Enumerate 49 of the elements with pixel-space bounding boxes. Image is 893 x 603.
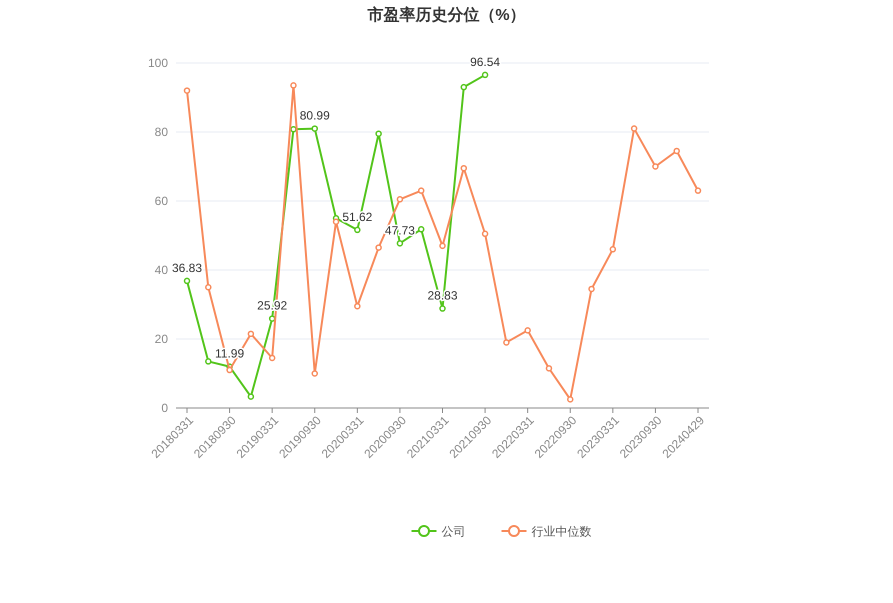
- y-tick-label: 80: [154, 125, 168, 139]
- point: [503, 339, 510, 346]
- point: [418, 187, 424, 194]
- point: [630, 125, 638, 132]
- y-tick-label: 0: [161, 401, 168, 415]
- point: [268, 315, 276, 322]
- point: [205, 358, 212, 365]
- chart-title: 市盈率历史分位（%）: [366, 5, 526, 24]
- point: [184, 87, 190, 94]
- point: [524, 327, 531, 334]
- point: [567, 396, 574, 403]
- y-tick-label: 100: [148, 56, 168, 70]
- point: [694, 187, 702, 194]
- point: [482, 230, 488, 238]
- point: [652, 163, 659, 170]
- point: [546, 365, 552, 372]
- point: [673, 148, 680, 154]
- point: [460, 164, 468, 172]
- point: [312, 370, 318, 377]
- point: [588, 286, 595, 292]
- point: [396, 196, 404, 203]
- point: [460, 84, 468, 90]
- data-label: 80.99: [300, 108, 330, 123]
- point: [354, 226, 361, 234]
- point: [610, 246, 616, 253]
- point: [418, 226, 424, 233]
- point: [354, 302, 361, 310]
- point: [248, 393, 254, 400]
- point: [312, 125, 318, 132]
- point: [226, 366, 233, 374]
- legend-label: 行业中位数: [532, 524, 592, 538]
- point: [375, 244, 382, 251]
- y-tick-label: 60: [154, 194, 168, 208]
- point: [482, 72, 488, 78]
- y-tick-label: 20: [154, 332, 168, 346]
- point: [439, 242, 446, 250]
- point: [205, 284, 212, 290]
- data-label: 36.83: [172, 260, 202, 275]
- point: [332, 218, 340, 225]
- legend-label: 公司: [442, 524, 466, 538]
- point: [375, 130, 382, 137]
- point: [184, 278, 190, 284]
- data-label: 96.54: [470, 54, 500, 69]
- y-tick-label: 40: [154, 263, 168, 277]
- point: [268, 354, 276, 362]
- point: [396, 240, 404, 247]
- point: [248, 330, 254, 338]
- point: [290, 82, 297, 89]
- point: [439, 305, 446, 312]
